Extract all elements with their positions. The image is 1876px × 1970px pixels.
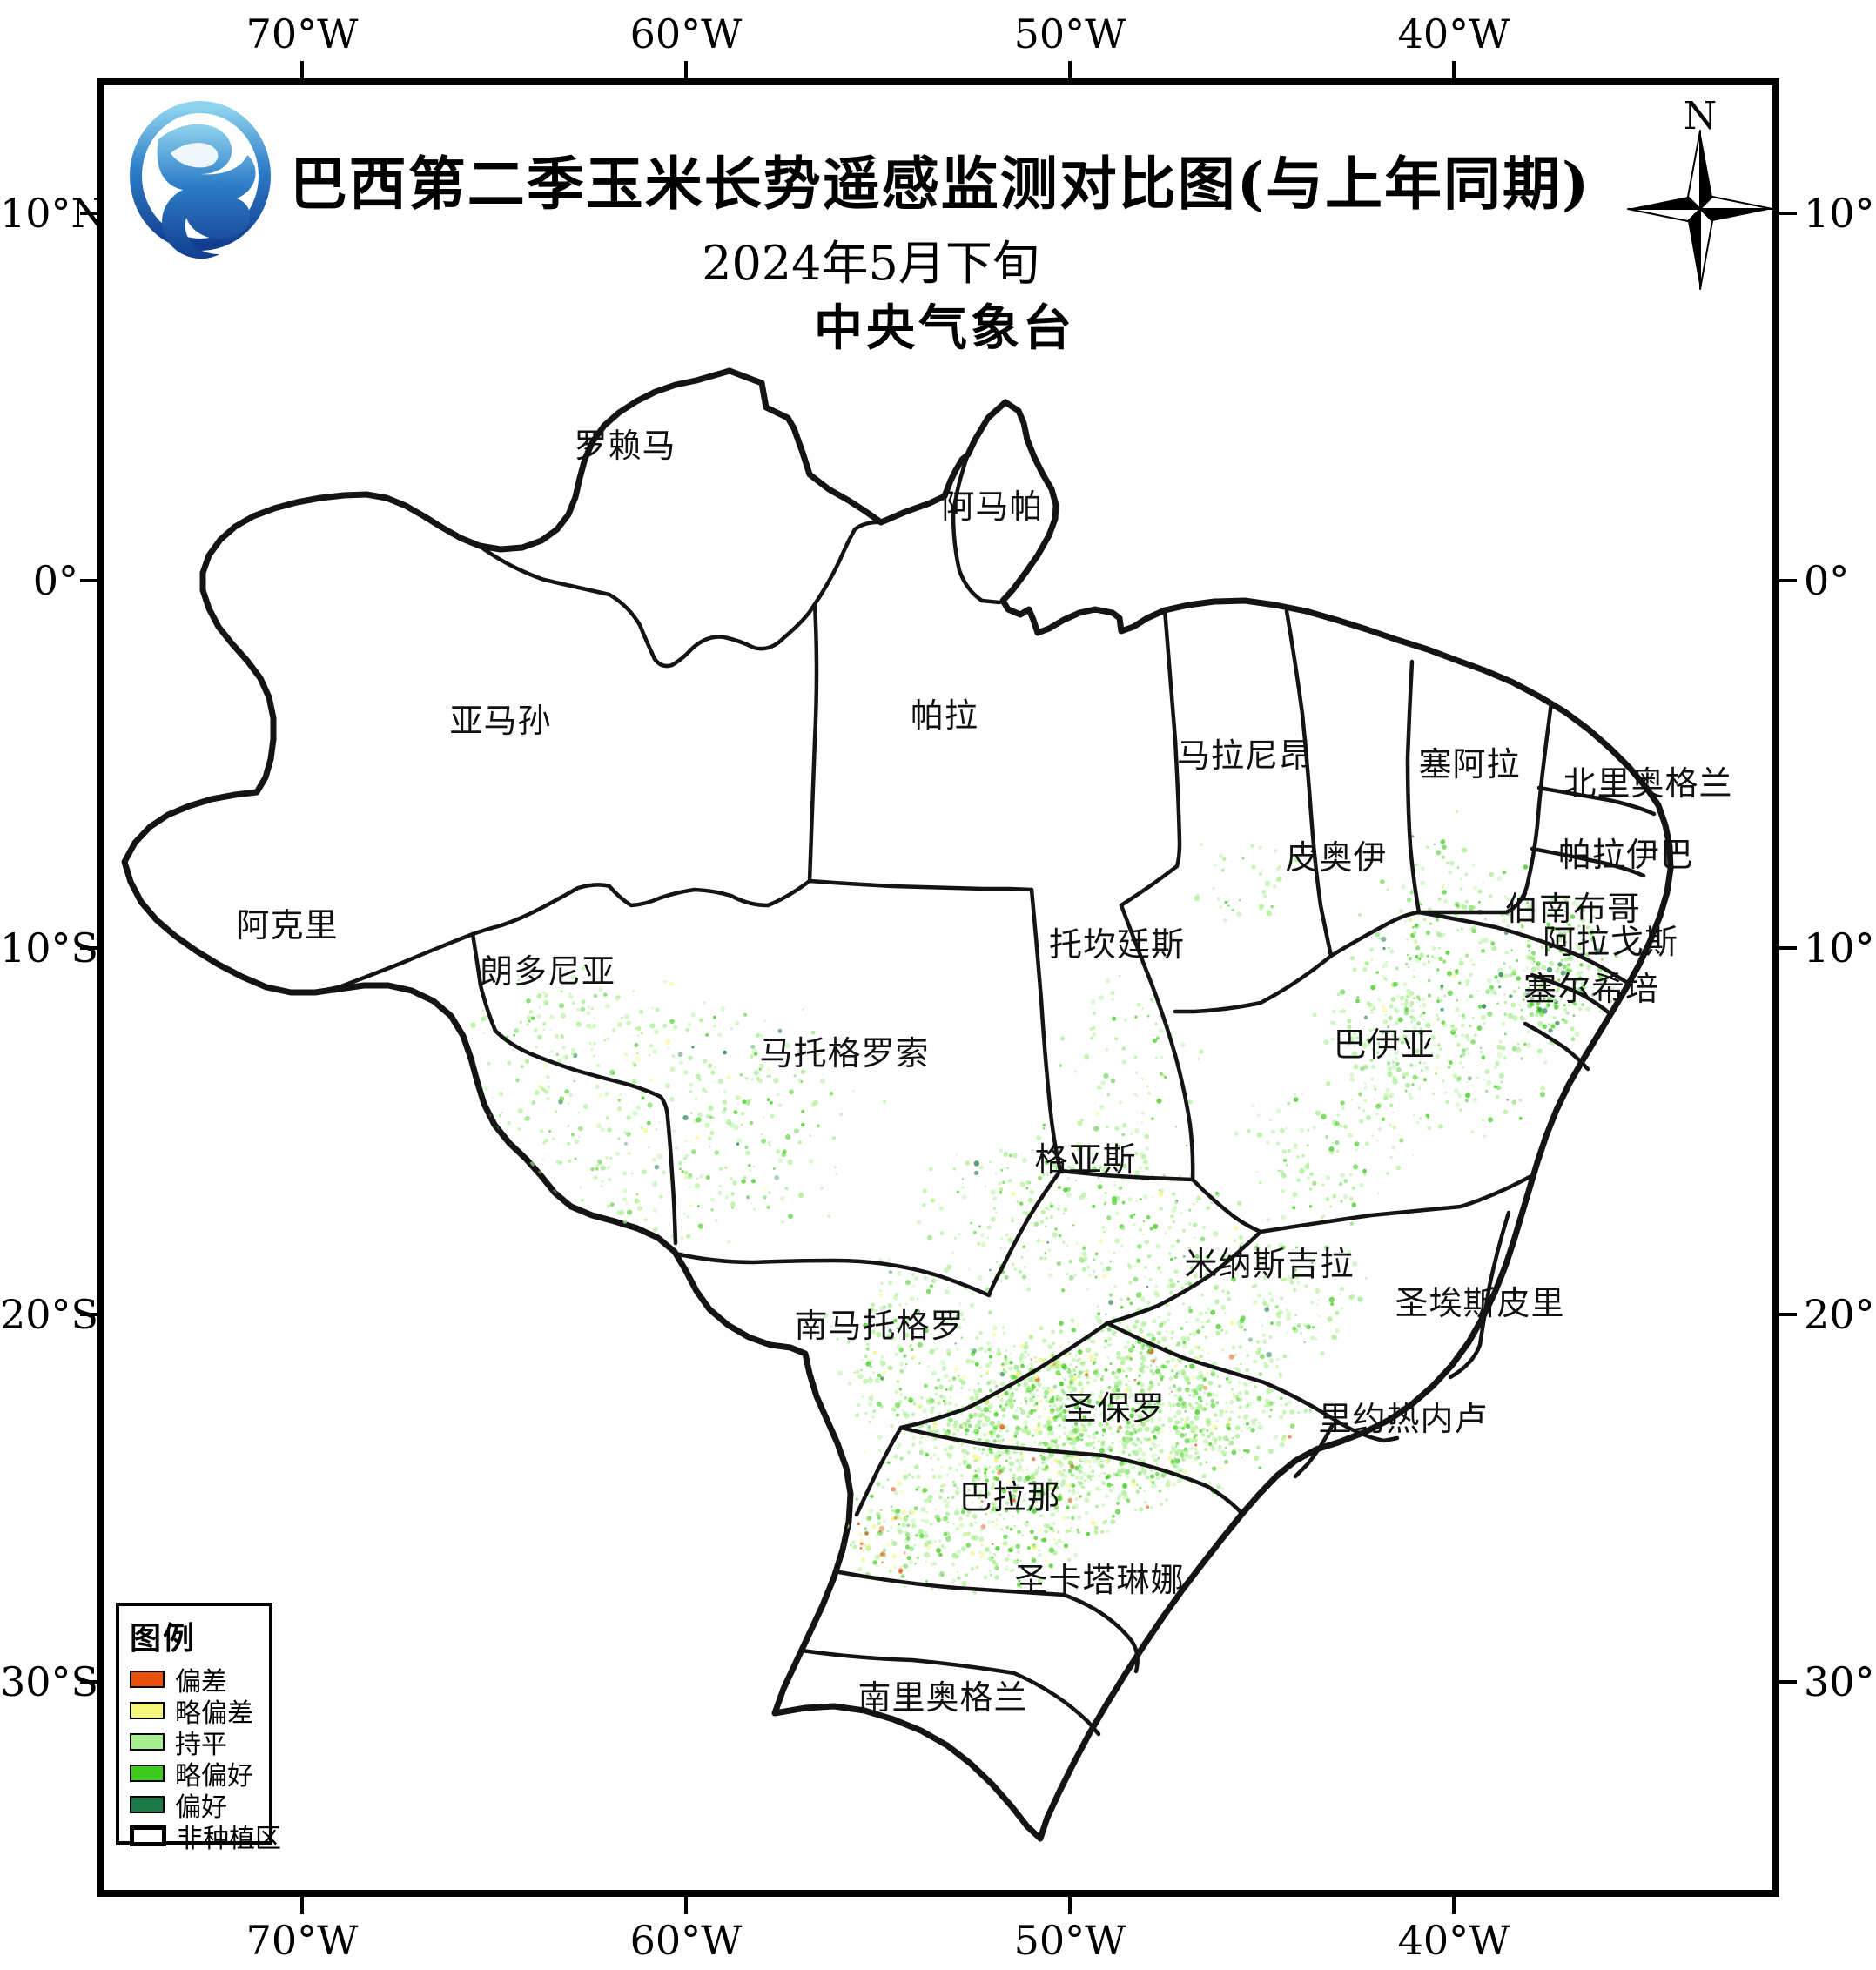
lon-label-top: 50°W <box>1013 10 1126 57</box>
region-label-acre: 阿克里 <box>236 906 339 945</box>
legend-swatch-slightly-better <box>130 1765 165 1782</box>
lon-label-bottom: 60°W <box>629 1917 743 1964</box>
lat-label-left: 20°S <box>0 1291 99 1338</box>
lat-label-right: 20°S <box>1804 1291 1876 1338</box>
lat-label-right: 10°S <box>1804 924 1876 972</box>
lon-label-top: 70°W <box>245 10 359 57</box>
lon-label-bottom: 40°W <box>1397 1917 1510 1964</box>
region-label-sergipe: 塞尔希培 <box>1523 970 1660 1008</box>
state-boundaries <box>298 452 1657 1737</box>
legend: 图例 偏差 略偏差 持平 略偏好 偏好 非种植区 <box>116 1603 281 1854</box>
lat-label-left: 10°S <box>0 924 99 972</box>
region-label-tocantins: 托坎廷斯 <box>1048 925 1186 964</box>
region-label-mato-grosso: 马托格罗索 <box>759 1034 930 1072</box>
region-label-ceara: 塞阿拉 <box>1418 745 1521 783</box>
region-label-rondonia: 朗多尼亚 <box>479 952 616 991</box>
lat-label-left: 0° <box>32 557 78 604</box>
lon-label-bottom: 70°W <box>245 1917 359 1964</box>
lat-label-right: 10°N <box>1804 190 1876 237</box>
lon-label-bottom: 50°W <box>1013 1917 1126 1964</box>
legend-item: 偏好 <box>130 1789 269 1823</box>
legend-title: 图例 <box>130 1621 197 1657</box>
map-frame <box>97 78 1779 1897</box>
region-label-roraima: 罗赖马 <box>574 427 676 465</box>
legend-item: 略偏差 <box>130 1695 269 1729</box>
legend-swatch-non-planting <box>130 1825 166 1846</box>
region-label-piaui: 皮奥伊 <box>1285 838 1388 877</box>
legend-label: 非种植区 <box>177 1824 281 1854</box>
brazil-outline <box>121 367 1674 1842</box>
region-label-bahia: 巴伊亚 <box>1333 1025 1436 1064</box>
legend-item: 非种植区 <box>130 1820 281 1854</box>
lat-label-left: 30°S <box>0 1658 99 1705</box>
region-label-goias: 格亚斯 <box>1034 1140 1137 1179</box>
legend-label: 持平 <box>175 1730 227 1760</box>
region-label-rio-grande-sul: 南里奥格兰 <box>857 1678 1028 1717</box>
region-label-maranhao: 马拉尼昂 <box>1176 736 1314 775</box>
region-label-rio-de-janeiro: 里约热内卢 <box>1318 1400 1489 1438</box>
region-label-para: 帕拉 <box>910 696 979 735</box>
page-subtitle: 2024年5月下旬 <box>702 236 1039 291</box>
legend-swatch-slightly-worse <box>130 1702 165 1719</box>
compass-north-label: N <box>1683 94 1718 138</box>
legend-item: 偏差 <box>130 1664 269 1698</box>
legend-label: 略偏差 <box>175 1698 253 1729</box>
legend-label: 偏差 <box>175 1667 227 1698</box>
lat-label-right: 0° <box>1804 557 1850 604</box>
lat-label-right: 30°S <box>1804 1658 1876 1705</box>
region-label-mato-grosso-sul: 南马托格罗 <box>794 1307 965 1345</box>
region-label-parana: 巴拉那 <box>958 1478 1061 1516</box>
lon-label-top: 40°W <box>1397 10 1510 57</box>
agency-name: 中央气象台 <box>814 300 1075 357</box>
region-label-pernambuco: 伯南布哥 <box>1504 890 1642 928</box>
region-label-paraiba: 帕拉伊巴 <box>1557 836 1695 874</box>
legend-label: 偏好 <box>175 1792 227 1823</box>
region-label-amapa: 阿马帕 <box>941 487 1044 526</box>
graticule-ticks <box>80 61 1797 1914</box>
legend-swatch-worse <box>130 1671 165 1688</box>
legend-item: 持平 <box>130 1726 269 1760</box>
lat-label-left: 10°N <box>0 190 106 237</box>
legend-swatch-better <box>130 1796 165 1813</box>
region-label-santa-catarina: 圣卡塔琳娜 <box>1014 1561 1185 1599</box>
legend-swatch-same <box>130 1733 165 1751</box>
legend-item: 略偏好 <box>130 1758 269 1792</box>
region-label-amazonas: 亚马孙 <box>449 702 552 740</box>
region-label-alagoas: 阿拉戈斯 <box>1542 923 1679 961</box>
compass-rose-icon <box>1627 130 1773 290</box>
agency-logo-icon <box>130 101 271 259</box>
region-label-sao-paulo: 圣保罗 <box>1063 1389 1166 1428</box>
region-label-minas-gerais: 米纳斯吉拉 <box>1184 1245 1355 1283</box>
page-title: 巴西第二季玉米长势遥感监测对比图(与上年同期) <box>289 150 1591 218</box>
lon-label-top: 60°W <box>629 10 743 57</box>
region-label-espirito-santo: 圣埃斯皮里 <box>1395 1284 1565 1322</box>
region-label-rio-grande-norte: 北里奥格兰 <box>1563 764 1733 803</box>
legend-label: 略偏好 <box>175 1761 253 1792</box>
